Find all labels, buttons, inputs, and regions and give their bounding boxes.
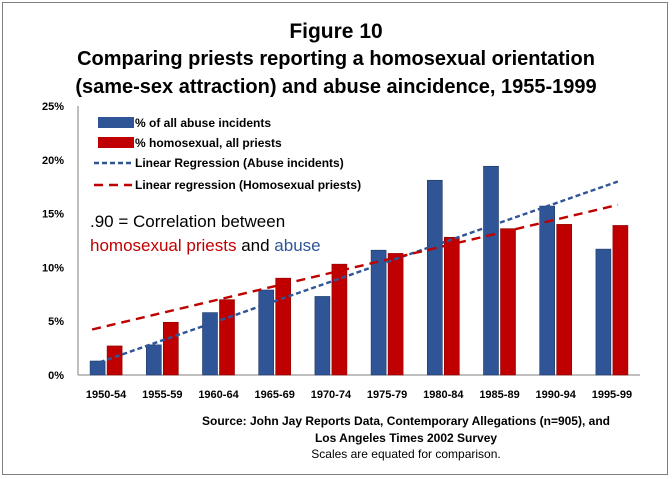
bar-abuse-incidents	[595, 248, 612, 376]
x-tick-label: 1965-69	[255, 389, 295, 401]
correlation-value: .90	[90, 212, 114, 231]
bar-homosexual-priests	[219, 299, 235, 376]
legend-abuse-incidents-swatch	[98, 117, 134, 128]
bar-abuse-incidents	[202, 312, 218, 376]
bar-homosexual-priests	[443, 236, 460, 376]
chart-subtitle-line-1: Comparing priests reporting a homosexual…	[77, 48, 595, 70]
regression-line-homosexual	[91, 203, 619, 331]
bar-homosexual-priests	[275, 277, 292, 376]
chart-subtitle-line-2: (same-sex attraction) and abuse ainciden…	[75, 76, 597, 98]
bar-homosexual-priests	[331, 263, 348, 376]
source-note: Scales are equated for comparison.	[311, 447, 501, 461]
x-tick-label: 1985-89	[479, 389, 519, 401]
x-tick-label: 1955-59	[142, 389, 182, 401]
x-tick-label: 1990-94	[536, 389, 577, 401]
bar-abuse-incidents	[258, 289, 275, 376]
bar-abuse-incidents	[483, 165, 499, 376]
bar-homosexual-priests	[612, 225, 629, 376]
correlation-text: = Correlation between	[113, 212, 286, 231]
legend-homosexual-priests-label: % homosexual, all priests	[135, 136, 282, 150]
bar-abuse-incidents	[539, 205, 556, 376]
x-tick-label: 1960-64	[198, 389, 239, 401]
bar-homosexual-priests	[387, 253, 404, 376]
correlation-homosexual-priests: homosexual priests	[90, 236, 237, 255]
y-tick-label: 5%	[48, 316, 64, 328]
legend-abuse-incidents-label: % of all abuse incidents	[135, 116, 271, 130]
y-tick-label: 20%	[42, 155, 64, 167]
x-tick-label: 1975-79	[367, 389, 407, 401]
correlation-and: and	[236, 236, 275, 255]
legend-homosexual-priests-swatch	[98, 137, 134, 148]
bar-abuse-incidents	[370, 249, 387, 376]
correlation-annotation-line-1: .90 = Correlation between	[90, 212, 285, 232]
y-tick-label: 0%	[48, 370, 64, 382]
legend-regression-abuse-label: Linear Regression (Abuse incidents)	[135, 156, 344, 170]
x-tick-label: 1980-84	[423, 389, 464, 401]
bar-homosexual-priests	[556, 224, 573, 376]
x-tick-label: 1995-99	[592, 389, 632, 401]
bar-abuse-incidents	[426, 179, 443, 376]
legend-regression-homosexual-label: Linear regression (Homosexual priests)	[135, 178, 361, 192]
source-line-2: Los Angeles Times 2002 Survey	[314, 431, 498, 445]
correlation-annotation-line-2: homosexual priests and abuse	[90, 236, 321, 256]
correlation-abuse: abuse	[274, 236, 321, 255]
bar-homosexual-priests	[163, 321, 179, 376]
bar-homosexual-priests	[500, 228, 516, 376]
bar-abuse-incidents	[314, 296, 331, 376]
y-tick-label: 15%	[42, 209, 64, 221]
y-tick-label: 10%	[42, 262, 64, 274]
bar-homosexual-priests	[106, 345, 123, 376]
bar-abuse-incidents	[89, 360, 106, 376]
bar-abuse-incidents	[146, 344, 162, 376]
source-line-1: Source: John Jay Reports Data, Contempor…	[202, 414, 610, 428]
x-tick-label: 1950-54	[86, 389, 127, 401]
chart-title: Figure 10	[289, 20, 383, 43]
regression-line-abuse	[91, 180, 619, 367]
x-tick-label: 1970-74	[311, 389, 352, 401]
y-tick-label: 25%	[42, 101, 64, 113]
